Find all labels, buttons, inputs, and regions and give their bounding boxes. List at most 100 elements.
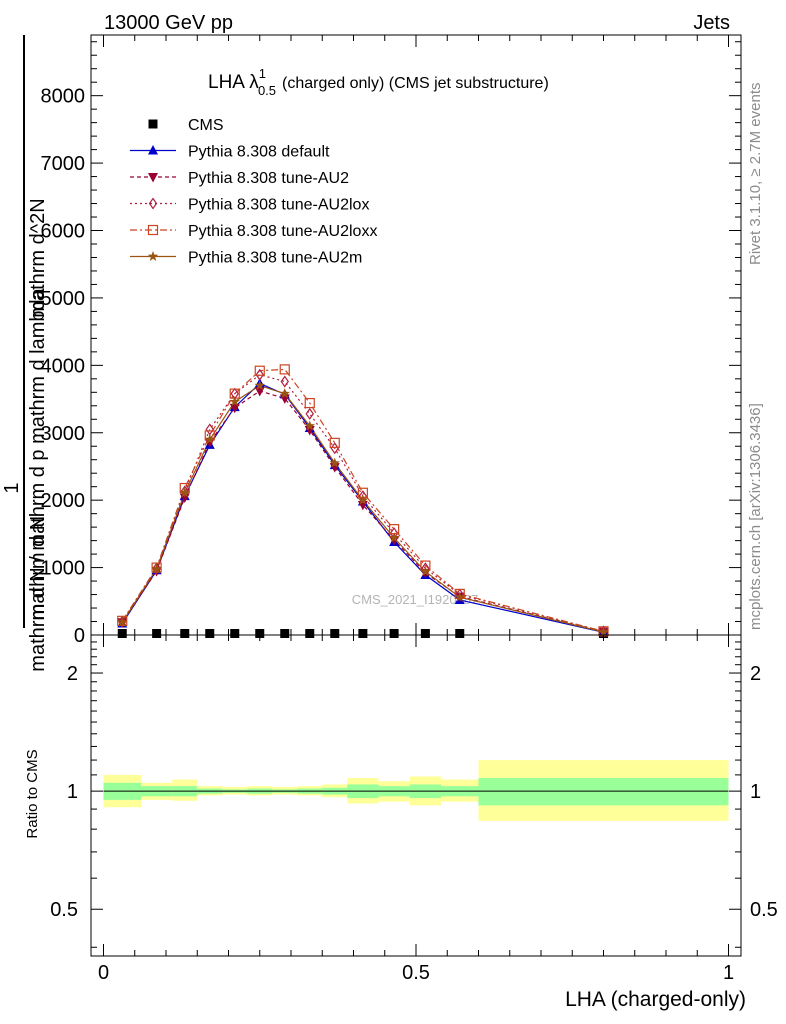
marker xyxy=(152,562,161,575)
ratio-x-axis-ticks: 0 0.5 1 xyxy=(98,635,734,984)
main-plot-panel: 0 1000 2000 3000 4000 5000 6000 7000 8000 CMS_20… xyxy=(41,34,742,647)
x-tick-label: 0.5 xyxy=(402,962,430,984)
marker xyxy=(229,403,240,414)
y-tick-label: 2000 xyxy=(41,490,86,512)
marker xyxy=(255,368,264,381)
marker xyxy=(254,380,265,391)
marker xyxy=(455,588,464,601)
main-y-axis-ticks: 0 1000 2000 3000 4000 5000 6000 7000 8000 xyxy=(41,41,741,647)
x-tick-label: 0 xyxy=(98,962,109,984)
ratio-uncertainty-bands xyxy=(103,760,729,821)
energy-label: 13000 GeV pp xyxy=(104,12,233,34)
y-label-denominator: mathrm d N xyxy=(27,516,49,620)
marker xyxy=(205,629,215,638)
marker xyxy=(305,629,315,638)
marker xyxy=(455,629,465,638)
y-tick-label: 3000 xyxy=(41,423,86,445)
plot-title-sup: 1 xyxy=(259,66,266,81)
plot-title-main: LHA λ xyxy=(208,72,259,93)
plot-title-sub: 0.5 xyxy=(258,83,276,98)
legend-label: Pythia 8.308 tune-AU2lox xyxy=(188,197,369,214)
marker xyxy=(118,615,127,628)
plot-title-rest: (charged only) (CMS jet substructure) xyxy=(282,75,549,92)
marker xyxy=(330,442,339,455)
marker xyxy=(148,173,158,183)
marker xyxy=(229,396,240,407)
marker xyxy=(254,386,265,397)
ratio-y-tick-label-right: 1 xyxy=(750,781,761,803)
marker xyxy=(148,119,158,129)
legend-item: CMS xyxy=(148,117,224,134)
y-label-numerator: 1 xyxy=(1,482,23,493)
series-5-markers xyxy=(117,380,609,637)
legend-item: Pythia 8.308 tune-AU2lox xyxy=(130,197,369,214)
legend-label: Pythia 8.308 tune-AU2 xyxy=(188,170,349,187)
series-markers xyxy=(117,364,609,638)
legend-item: Pythia 8.308 tune-AU2 xyxy=(130,170,349,187)
legend-label: Pythia 8.308 tune-AU2loxx xyxy=(188,223,377,240)
ratio-y-tick-label: 1 xyxy=(67,781,78,803)
marker xyxy=(329,437,340,448)
ratio-y-tick-label-right: 0.5 xyxy=(750,899,778,921)
ratio-y-axis-ticks: 0.5 0.5 1 1 2 2 xyxy=(50,641,778,948)
x-tick-label: 1 xyxy=(723,962,734,984)
y-label-top: mathrm d^2N xyxy=(27,198,49,317)
marker xyxy=(147,224,159,236)
y-tick-label: 0 xyxy=(74,625,85,647)
marker xyxy=(389,629,399,638)
marker xyxy=(204,433,215,444)
marker xyxy=(304,397,315,409)
ratio-plot-panel: 0.5 0.51 12 2 0 0.5 1 Ratio to CMS LHA (charg… xyxy=(24,634,778,1011)
marker xyxy=(117,629,127,638)
marker xyxy=(388,532,400,543)
y-label-rest: mathrm d N / mathrm d p mathrm d lambda xyxy=(27,287,49,671)
inner-band xyxy=(478,778,729,806)
series-4-line xyxy=(121,368,604,632)
marker xyxy=(330,629,340,638)
marker xyxy=(329,457,340,468)
mcplots-label: mcplots.cern.ch [arXiv:1306.3436] xyxy=(747,403,764,630)
process-label: Jets xyxy=(693,12,730,34)
marker xyxy=(180,485,189,498)
marker xyxy=(148,197,158,210)
marker xyxy=(305,407,314,420)
y-tick-label: 6000 xyxy=(41,221,86,243)
marker xyxy=(357,494,369,505)
y-tick-label: 8000 xyxy=(41,86,86,108)
main-y-axis-label: mathrm d^2N mathrm d N / mathrm d p math… xyxy=(1,35,49,672)
marker xyxy=(454,591,465,602)
legend-item: Pythia 8.308 default xyxy=(130,144,330,161)
y-tick-label: 1000 xyxy=(41,558,86,580)
main-x-axis-ticks xyxy=(103,35,729,635)
marker xyxy=(254,365,265,376)
marker xyxy=(147,251,159,261)
ratio-y-tick-label-right: 2 xyxy=(750,663,761,685)
legend-item: Pythia 8.308 tune-AU2loxx xyxy=(130,223,377,240)
y-tick-label: 4000 xyxy=(41,355,86,377)
legend-label: Pythia 8.308 default xyxy=(188,144,330,161)
marker xyxy=(230,629,240,638)
marker xyxy=(280,629,290,638)
marker xyxy=(279,388,290,399)
y-tick-label: 5000 xyxy=(41,288,86,310)
marker xyxy=(204,438,215,448)
marker xyxy=(598,626,609,637)
marker xyxy=(358,629,368,638)
marker xyxy=(152,629,162,638)
marker xyxy=(420,629,430,638)
marker xyxy=(179,487,190,498)
ratio-y-axis-label: Ratio to CMS xyxy=(24,749,41,838)
ratio-y-tick-label: 0.5 xyxy=(50,899,78,921)
series-0-markers xyxy=(117,629,608,638)
marker xyxy=(148,145,158,155)
legend-label: Pythia 8.308 tune-AU2m xyxy=(188,250,362,267)
analysis-watermark: CMS_2021_I1920187 xyxy=(352,592,479,607)
legend: CMS Pythia 8.308 default Pythia 8.308 tune… xyxy=(130,117,377,267)
legend-item: Pythia 8.308 tune-AU2m xyxy=(130,250,362,267)
marker xyxy=(151,563,162,574)
marker xyxy=(420,566,431,577)
marker xyxy=(117,616,128,627)
marker xyxy=(279,364,290,375)
rivet-version-label: Rivet 3.1.10, ≥ 2.7M events xyxy=(747,83,764,266)
